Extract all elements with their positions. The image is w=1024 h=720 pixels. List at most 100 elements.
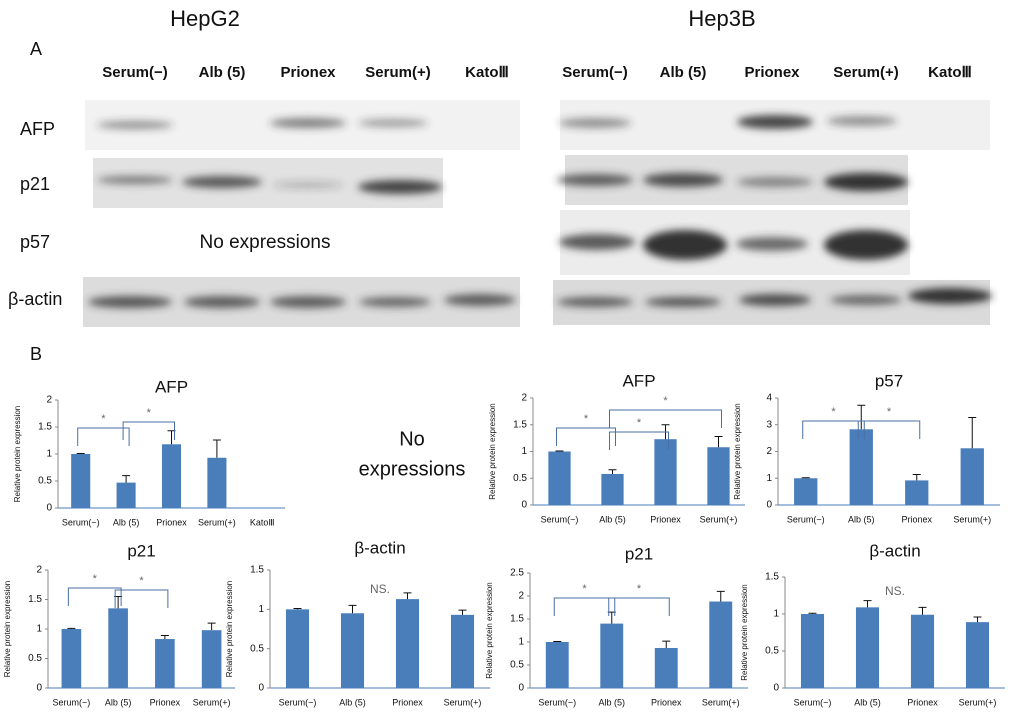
x-tick-label: Serum(−) <box>62 517 100 527</box>
x-tick-label: Alb (5) <box>598 697 625 707</box>
significance-bracket <box>802 420 865 439</box>
error-bar <box>348 604 357 614</box>
bar <box>855 607 880 688</box>
chart-title: p21 <box>625 544 653 563</box>
row-label: p21 <box>20 174 50 194</box>
bar <box>905 480 929 505</box>
bar <box>285 609 310 688</box>
x-tick-label: Alb (5) <box>848 514 875 524</box>
y-tick-label: 0 <box>773 683 779 694</box>
chart-note: expressions <box>359 458 466 480</box>
y-tick-label: 4 <box>766 393 772 404</box>
bar <box>155 639 175 688</box>
x-tick-label: Serum(+) <box>193 697 231 707</box>
error-bar <box>458 609 467 615</box>
y-tick-label: 0.5 <box>513 473 527 484</box>
y-axis-title: Relative protein expression <box>485 582 494 679</box>
x-tick-label: Serum(−) <box>794 697 832 707</box>
error-bar <box>293 608 302 610</box>
x-tick-label: Serum(+) <box>198 517 236 527</box>
y-tick-label: 1 <box>46 449 52 460</box>
y-tick-label: 1.5 <box>38 422 52 433</box>
bar <box>965 622 990 688</box>
y-tick-label: 0.5 <box>510 660 524 671</box>
bar <box>548 451 571 505</box>
bar <box>849 429 873 505</box>
y-tick-label: 0 <box>521 500 527 511</box>
significance-label: * <box>637 417 642 429</box>
error-bar <box>714 436 723 448</box>
error-bar <box>76 452 85 454</box>
y-tick-label: 1.5 <box>510 614 524 625</box>
error-bar <box>403 592 412 600</box>
bar <box>201 630 222 688</box>
bar <box>61 629 82 688</box>
lane-label: Prionex <box>744 64 800 81</box>
x-tick-label: Alb (5) <box>113 517 140 527</box>
significance-label: * <box>582 583 587 595</box>
significance-bracket <box>553 597 616 616</box>
y-tick-label: 2 <box>521 393 527 404</box>
y-tick-label: 0 <box>518 683 524 694</box>
significance-label: * <box>887 406 892 418</box>
lane-label: KatoⅢ <box>928 64 972 81</box>
bar <box>707 447 730 505</box>
row-label: p57 <box>20 232 50 252</box>
significance-bracket <box>114 589 169 608</box>
significance-bracket <box>609 431 669 450</box>
lane-label: Serum(+) <box>833 64 898 81</box>
bar <box>654 647 678 688</box>
y-tick-label: 0 <box>46 503 52 514</box>
error-bar <box>160 634 169 640</box>
bar <box>800 614 825 688</box>
lane-label: KatoⅢ <box>465 64 509 81</box>
bar <box>395 599 420 688</box>
y-tick-label: 0.5 <box>765 646 779 657</box>
row-label: β-actin <box>8 289 62 309</box>
x-tick-label: Serum(−) <box>538 697 576 707</box>
ns-label: NS. <box>885 584 905 598</box>
significance-label: * <box>93 573 98 585</box>
blot-title: HepG2 <box>170 6 240 31</box>
x-tick-label: KatoⅢ <box>250 517 275 527</box>
x-tick-label: Serum(−) <box>52 697 90 707</box>
error-bar <box>122 475 131 483</box>
y-tick-label: 1 <box>773 609 779 620</box>
bar <box>600 623 624 688</box>
significance-label: * <box>101 413 106 425</box>
y-axis-title: Relative protein expression <box>740 584 749 681</box>
x-tick-label: Alb (5) <box>854 697 881 707</box>
blots <box>83 100 992 327</box>
bar <box>910 614 935 688</box>
bar <box>450 614 475 688</box>
y-tick-label: 1.5 <box>250 565 264 576</box>
significance-bracket <box>608 597 670 616</box>
x-tick-label: Alb (5) <box>339 697 366 707</box>
significance-label: * <box>663 395 668 407</box>
x-tick-label: Serum(−) <box>279 697 317 707</box>
bar <box>545 642 569 688</box>
error-bar <box>857 404 866 430</box>
y-tick-label: 1.5 <box>513 419 527 430</box>
error-bar <box>973 616 982 623</box>
x-tick-label: Prionex <box>650 514 681 524</box>
y-tick-label: 0 <box>258 683 264 694</box>
x-tick-label: Alb (5) <box>599 514 626 524</box>
y-axis-title: Relative protein expression <box>13 406 22 503</box>
lane-label: Alb (5) <box>199 64 246 81</box>
y-tick-label: 2.5 <box>510 568 524 579</box>
significance-label: * <box>831 406 836 418</box>
y-tick-label: 1 <box>521 446 527 457</box>
y-tick-label: 0.5 <box>28 653 42 664</box>
y-tick-label: 2 <box>518 591 524 602</box>
x-tick-label: Serum(−) <box>787 514 825 524</box>
bar <box>654 439 677 505</box>
bar <box>161 444 182 508</box>
bar <box>207 457 227 508</box>
chart-title: β-actin <box>869 541 920 560</box>
y-tick-label: 0 <box>766 500 772 511</box>
row-label: AFP <box>20 119 55 139</box>
bar <box>709 601 733 688</box>
y-tick-label: 3 <box>766 419 772 430</box>
significance-label: * <box>637 583 642 595</box>
